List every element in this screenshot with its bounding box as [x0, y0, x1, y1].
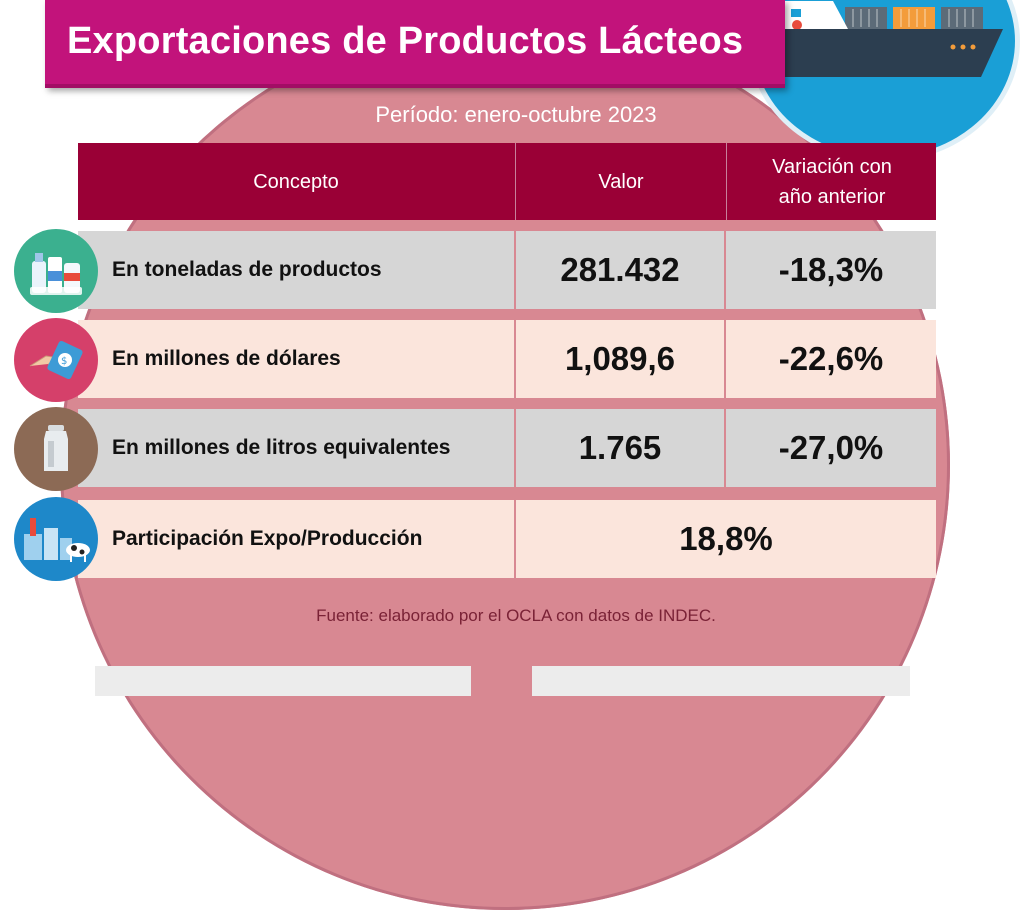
table-header: Concepto Valor Variación con año anterio…	[78, 143, 936, 220]
row-value: 1.765	[516, 409, 724, 487]
table-row: En millones de litros equivalentes 1.765…	[78, 409, 936, 487]
page-title: Exportaciones de Productos Lácteos	[67, 20, 744, 62]
column-header-variacion: Variación con año anterior	[726, 143, 937, 220]
column-header-variacion-line1: Variación con	[772, 155, 892, 178]
bottom-box-right	[532, 666, 910, 696]
column-header-valor: Valor	[515, 143, 726, 220]
table-row: En toneladas de productos 281.432 -18,3%	[78, 231, 936, 309]
row-label: Participación Expo/Producción	[78, 500, 514, 578]
row-value: 18,8%	[516, 500, 936, 578]
source-note: Fuente: elaborado por el OCLA con datos …	[316, 606, 716, 625]
svg-text:$: $	[61, 356, 67, 367]
column-header-variacion-line2: año anterior	[778, 185, 886, 208]
money-hand-icon: $	[14, 318, 98, 402]
period-label: Período: enero-octubre 2023	[375, 102, 657, 127]
row-label: En millones de litros equivalentes	[78, 409, 514, 487]
column-header-concepto: Concepto	[253, 170, 339, 193]
table-row: Participación Expo/Producción 18,8%	[78, 500, 936, 578]
row-value: 281.432	[516, 231, 724, 309]
bottom-box-left	[95, 666, 471, 696]
dairy-farm-icon	[14, 497, 98, 581]
cargo-ship-icon	[748, 0, 1020, 162]
row-label: En millones de dólares	[78, 320, 514, 398]
row-variation: -22,6%	[726, 320, 936, 398]
ship-illustration	[763, 1, 1003, 77]
title-banner: Exportaciones de Productos Lácteos	[45, 0, 785, 88]
dairy-products-icon	[14, 229, 98, 313]
row-variation: -18,3%	[726, 231, 936, 309]
row-variation: -27,0%	[726, 409, 936, 487]
row-value: 1,089,6	[516, 320, 724, 398]
row-label: En toneladas de productos	[78, 231, 514, 309]
table-row: En millones de dólares 1,089,6 -22,6%	[78, 320, 936, 398]
milk-can-icon	[14, 407, 98, 491]
